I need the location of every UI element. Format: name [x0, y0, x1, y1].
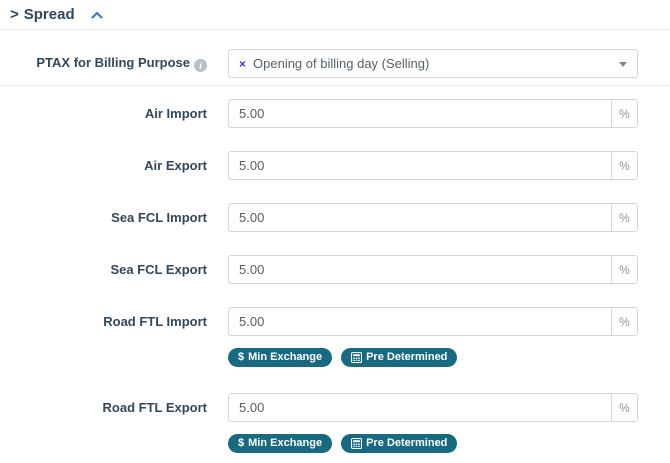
form-row: Road FTL Import %: [0, 307, 670, 336]
form-row: Sea FCL Export %: [0, 255, 670, 284]
dollar-icon: $: [238, 351, 245, 363]
percent-input[interactable]: [229, 152, 611, 179]
percent-suffix: %: [611, 308, 637, 335]
divider: [0, 85, 670, 86]
percent-input[interactable]: [229, 394, 611, 421]
ptax-label-text: PTAX for Billing Purpose: [36, 54, 190, 70]
input-group: %: [228, 203, 638, 232]
min-exchange-label: Min Exchange: [248, 351, 323, 363]
section-prefix: >: [10, 6, 19, 23]
form-row: Air Import %: [0, 99, 670, 128]
percent-suffix: %: [611, 100, 637, 127]
buttons-row: $ Min Exchange Pre Determined: [228, 434, 670, 453]
field-label: Sea FCL Import: [111, 210, 207, 225]
field-label: Air Export: [144, 158, 207, 173]
ptax-label: PTAX for Billing Purpose i: [0, 55, 207, 73]
percent-input[interactable]: [229, 204, 611, 231]
section-header: > Spread: [0, 0, 670, 30]
tag-remove-icon[interactable]: ×: [239, 56, 247, 71]
pre-determined-label: Pre Determined: [366, 351, 448, 363]
buttons-row: $ Min Exchange Pre Determined: [228, 348, 670, 367]
min-exchange-button[interactable]: $ Min Exchange: [228, 348, 333, 367]
field-label: Air Import: [144, 106, 207, 121]
percent-suffix: %: [611, 152, 637, 179]
pre-determined-label: Pre Determined: [366, 437, 448, 449]
dropdown-caret-icon[interactable]: [619, 62, 627, 67]
form-row: Air Export %: [0, 151, 670, 180]
input-group: %: [228, 151, 638, 180]
form-row: Road FTL Export %: [0, 393, 670, 422]
form-row: Sea FCL Import %: [0, 203, 670, 232]
pre-determined-button[interactable]: Pre Determined: [341, 434, 458, 453]
input-group: %: [228, 99, 638, 128]
fields-container: Air Import % Air Export % Sea FCL Import…: [0, 86, 670, 453]
input-group: %: [228, 307, 638, 336]
dollar-icon: $: [238, 437, 245, 449]
chevron-up-icon[interactable]: [91, 11, 103, 19]
section-title[interactable]: > Spread: [10, 6, 75, 23]
ptax-selected-option: Opening of billing day (Selling): [253, 56, 430, 71]
input-group: %: [228, 393, 638, 422]
field-label: Road FTL Export: [102, 400, 207, 415]
percent-input[interactable]: [229, 308, 611, 335]
calculator-icon: [351, 352, 363, 363]
percent-input[interactable]: [229, 256, 611, 283]
field-label: Road FTL Import: [103, 314, 207, 329]
input-group: %: [228, 255, 638, 284]
section-title-label: Spread: [23, 6, 75, 23]
percent-suffix: %: [611, 256, 637, 283]
min-exchange-button[interactable]: $ Min Exchange: [228, 434, 333, 453]
field-label: Sea FCL Export: [110, 262, 207, 277]
ptax-row: PTAX for Billing Purpose i × Opening of b…: [0, 49, 670, 78]
percent-input[interactable]: [229, 100, 611, 127]
min-exchange-label: Min Exchange: [248, 437, 323, 449]
info-icon[interactable]: i: [194, 59, 207, 73]
ptax-select[interactable]: × Opening of billing day (Selling): [228, 49, 638, 78]
calculator-icon: [351, 438, 363, 449]
percent-suffix: %: [611, 204, 637, 231]
percent-suffix: %: [611, 394, 637, 421]
pre-determined-button[interactable]: Pre Determined: [341, 348, 458, 367]
